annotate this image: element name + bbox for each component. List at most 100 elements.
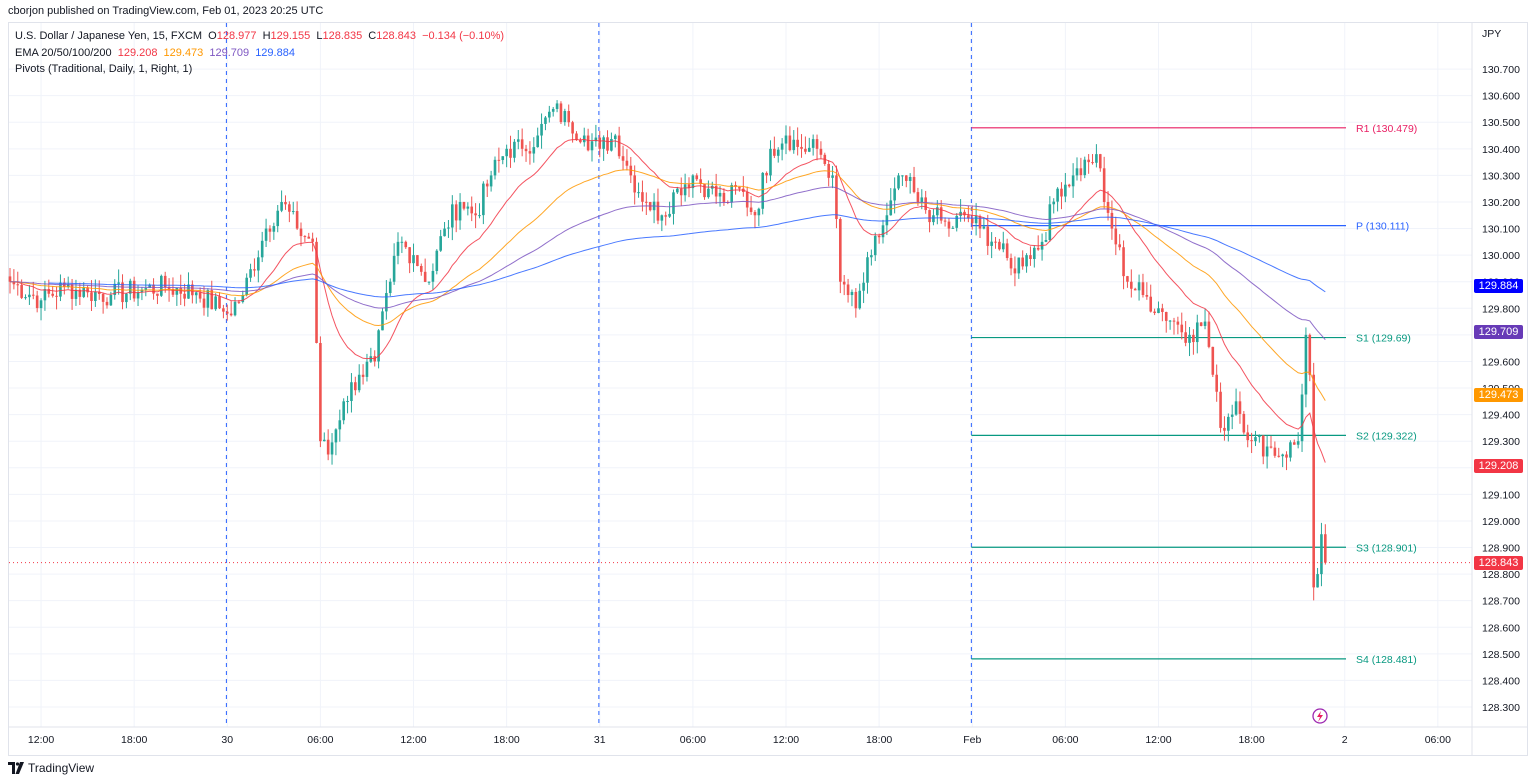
candle-body — [679, 188, 683, 196]
candle-body — [163, 275, 167, 288]
candle-body — [672, 192, 675, 214]
x-tick-label: 06:00 — [1052, 734, 1078, 746]
y-tick-label: 129.300 — [1482, 436, 1520, 448]
candle-body — [1215, 374, 1218, 392]
legend-ema50: 129.473 — [163, 46, 204, 59]
price-tag: 129.473 — [1474, 388, 1523, 403]
legend-close: 128.843 — [376, 30, 417, 42]
candle-body — [668, 213, 671, 217]
candle-body — [683, 184, 687, 196]
candle-body — [1060, 188, 1063, 197]
candle-body — [268, 228, 272, 232]
candle-body — [117, 282, 120, 284]
candle-body — [1281, 454, 1284, 457]
candle-body — [125, 293, 128, 303]
ema-line-200 — [48, 214, 1326, 298]
candle-body — [765, 172, 768, 176]
candle-body — [691, 175, 695, 189]
candle-body — [1102, 168, 1106, 202]
candle-body — [970, 218, 974, 224]
candle-body — [893, 188, 896, 201]
y-tick-label: 130.100 — [1482, 224, 1520, 236]
candle-body — [936, 207, 939, 216]
candle-body — [586, 135, 590, 151]
candle-body — [1292, 442, 1296, 445]
candle-body — [31, 294, 35, 296]
candle-body — [1195, 322, 1199, 343]
candle-body — [334, 429, 338, 443]
candle-body — [144, 288, 148, 290]
legend-c-label: C — [368, 30, 377, 42]
price-tag: 129.208 — [1474, 458, 1523, 473]
candle-body — [819, 148, 823, 155]
x-tick-label: 18:00 — [866, 734, 892, 746]
candle-body — [20, 284, 23, 298]
candle-body — [1048, 204, 1052, 241]
candle-body — [1242, 413, 1246, 433]
ema-line-50 — [9, 169, 1326, 401]
candle-body — [493, 159, 497, 176]
pivot-label: S1 (129.69) — [1356, 333, 1411, 345]
candle-body — [152, 284, 155, 294]
candle-body — [198, 292, 202, 299]
candle-body — [582, 135, 586, 143]
candle-body — [1261, 435, 1265, 457]
candle-body — [1285, 454, 1288, 458]
candle-body — [1300, 394, 1304, 442]
candle-body — [1013, 268, 1017, 274]
x-tick-label: 06:00 — [307, 734, 333, 746]
candle-body — [388, 281, 392, 294]
candle-body — [745, 192, 749, 208]
y-tick-label: 129.000 — [1482, 516, 1520, 528]
x-tick-label: 31 — [594, 734, 606, 746]
candle-body — [559, 103, 563, 123]
candle-body — [1091, 162, 1094, 164]
candle-body — [241, 295, 245, 303]
candle-body — [1188, 334, 1191, 343]
y-tick-label: 130.500 — [1482, 117, 1520, 129]
candle-body — [1227, 416, 1230, 431]
lightning-bolt-icon — [1317, 711, 1323, 722]
candle-body — [610, 138, 613, 151]
candle-body — [963, 211, 966, 216]
candle-body — [435, 250, 439, 271]
candle-body — [780, 143, 784, 150]
candle-body — [404, 241, 408, 248]
candle-body — [1044, 240, 1048, 242]
candle-body — [617, 135, 621, 157]
y-tick-label: 130.600 — [1482, 91, 1520, 103]
candle-body — [676, 188, 679, 193]
candle-body — [28, 294, 31, 298]
candle-body — [1153, 311, 1156, 314]
publish-info: cborjon published on TradingView.com, Fe… — [8, 5, 324, 17]
candle-body — [109, 295, 113, 306]
candle-body — [225, 311, 229, 314]
candle-body — [602, 137, 605, 149]
candle-body — [870, 255, 873, 258]
candle-body — [516, 139, 520, 142]
x-tick-label: 12:00 — [28, 734, 54, 746]
candle-body — [8, 276, 12, 282]
candle-body — [730, 185, 733, 203]
legend-l-label: L — [316, 30, 323, 42]
candle-body — [901, 175, 904, 177]
candle-body — [97, 291, 101, 294]
candle-body — [637, 192, 640, 194]
candle-body — [218, 296, 221, 309]
candle-body — [687, 184, 691, 189]
candle-body — [431, 270, 435, 282]
legend-o-label: O — [208, 30, 217, 42]
candle-body — [908, 176, 912, 181]
tradingview-logo-icon — [8, 762, 24, 774]
candle-body — [396, 241, 400, 256]
candle-body — [505, 148, 508, 157]
candle-body — [1141, 282, 1145, 296]
candle-body — [641, 192, 644, 202]
candle-body — [485, 183, 489, 187]
candle-body — [1172, 320, 1176, 322]
legend-high: 129.155 — [270, 30, 311, 42]
candle-body — [1145, 295, 1149, 297]
currency-label: JPY — [1482, 28, 1501, 40]
candle-body — [555, 103, 559, 109]
